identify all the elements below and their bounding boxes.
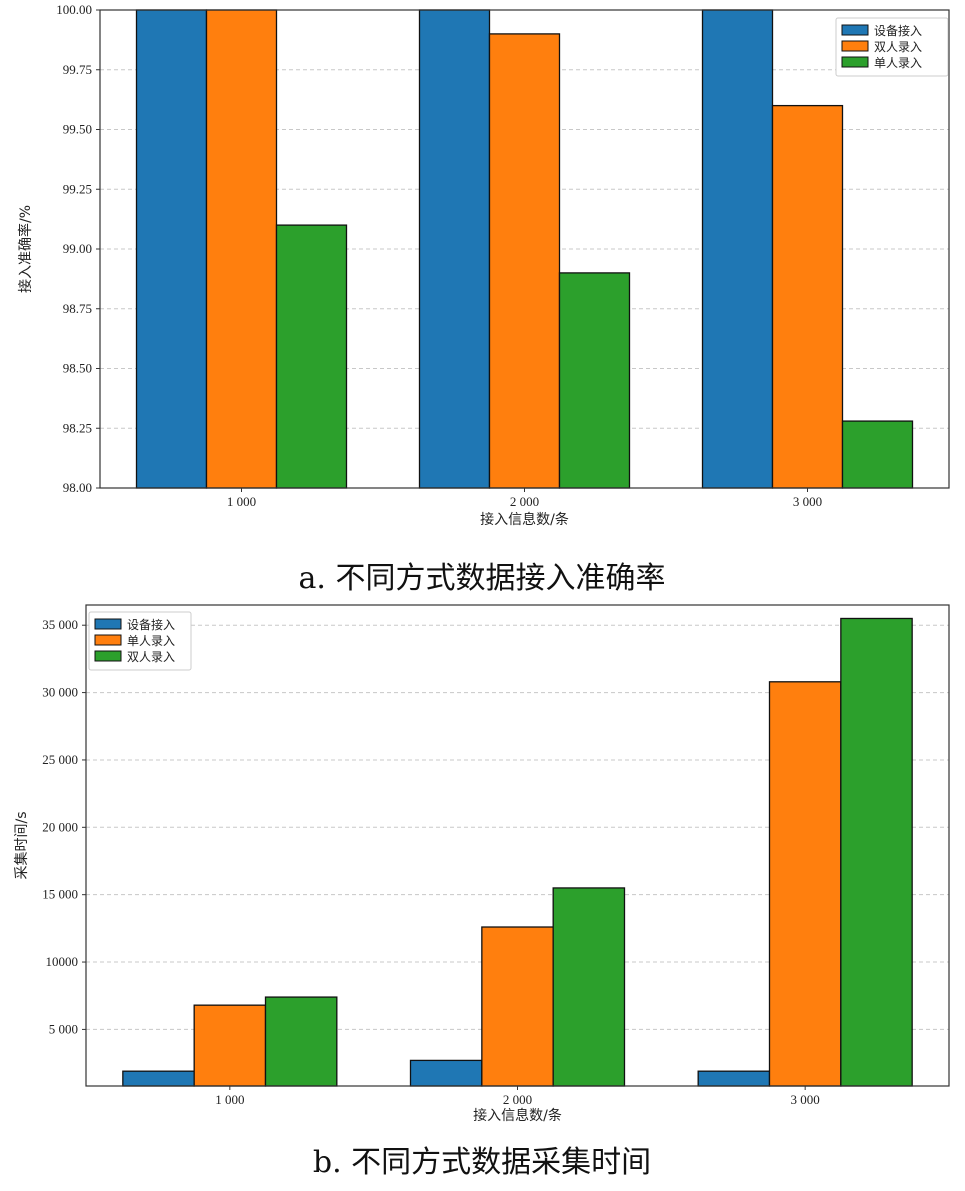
bar-单人录入-3000 [768, 681, 842, 1087]
chart-b-caption: b. 不同方式数据采集时间 [313, 1145, 651, 1180]
bar-单人录入-2000 [481, 926, 554, 1087]
y-tick-label: 99.00 [63, 241, 92, 256]
legend-swatch [94, 618, 122, 630]
chart-a-x-ticks: 1 000 2 000 3 000 [227, 488, 822, 509]
bar-单人录入-1000 [275, 224, 348, 489]
y-tick-label: 98.50 [63, 361, 92, 376]
chart-b-y-ticks: 5 000 10000 15 000 20 000 25 000 30 000 35 000 [42, 617, 86, 1036]
chart-b: 5 000 10000 15 000 20 000 25 000 30 000 35 000… [13, 604, 950, 1124]
chart-a-x-axis-label: 接入信息数/条 [480, 511, 569, 528]
bar-设备接入-2000 [409, 1059, 483, 1087]
chart-b-y-axis-label: 采集时间/s [13, 811, 30, 879]
y-tick-label: 35 000 [42, 617, 78, 632]
bar-设备接入-2000 [418, 9, 491, 489]
chart-a-y-axis-label: 接入准确率/% [17, 205, 34, 293]
y-tick-label: 5 000 [49, 1021, 78, 1036]
legend-swatch [841, 56, 869, 68]
bar-双人录入-2000 [552, 887, 626, 1087]
legend-label: 单人录入 [874, 56, 922, 70]
x-tick-label: 2 000 [510, 494, 539, 509]
y-tick-label: 99.75 [63, 62, 92, 77]
chart-a-caption: a. 不同方式数据接入准确率 [299, 561, 666, 596]
bar-设备接入-1000 [135, 9, 208, 489]
bar-单人录入-1000 [193, 1004, 267, 1087]
bar-双人录入-3000 [771, 104, 844, 489]
y-tick-label: 98.25 [63, 420, 92, 435]
bar-双人录入-1000 [264, 996, 338, 1087]
chart-b-bars [122, 617, 913, 1087]
legend-swatch [841, 24, 869, 36]
y-tick-label: 100.00 [56, 2, 92, 17]
y-tick-label: 15 000 [42, 887, 78, 902]
y-tick-label: 20 000 [42, 819, 78, 834]
bar-单人录入-3000 [841, 420, 914, 489]
legend-swatch [841, 40, 869, 52]
chart-b-x-axis-label: 接入信息数/条 [473, 1107, 562, 1124]
y-tick-label: 25 000 [42, 752, 78, 767]
y-tick-label: 98.75 [63, 301, 92, 316]
bar-设备接入-1000 [122, 1070, 195, 1087]
legend-swatch [94, 650, 122, 662]
bar-双人录入-2000 [488, 33, 561, 489]
chart-a: 98.00 98.25 98.50 98.75 99.00 99.25 99.50 99.75… [17, 2, 950, 528]
legend-label: 设备接入 [127, 617, 175, 632]
legend-swatch [94, 634, 122, 646]
legend-label: 单人录入 [127, 634, 175, 648]
chart-b-x-ticks: 1 000 2 000 3 000 [215, 1086, 820, 1107]
legend-label: 设备接入 [874, 23, 922, 38]
bar-单人录入-2000 [558, 272, 631, 489]
legend-label: 双人录入 [127, 650, 175, 664]
bar-设备接入-3000 [701, 9, 774, 489]
y-tick-label: 10000 [46, 954, 79, 969]
y-tick-label: 98.00 [63, 480, 92, 495]
bar-双人录入-1000 [205, 9, 278, 489]
x-tick-label: 1 000 [215, 1092, 244, 1107]
x-tick-label: 2 000 [503, 1092, 532, 1107]
bar-设备接入-3000 [697, 1070, 771, 1087]
x-tick-label: 1 000 [227, 494, 256, 509]
legend-label: 双人录入 [874, 40, 922, 54]
y-tick-label: 99.25 [63, 181, 92, 196]
chart-a-y-ticks: 98.00 98.25 98.50 98.75 99.00 99.25 99.50 99.75… [56, 2, 100, 495]
y-tick-label: 99.50 [63, 122, 92, 137]
chart-a-bars [135, 9, 914, 489]
bar-双人录入-3000 [840, 617, 913, 1087]
x-tick-label: 3 000 [793, 494, 822, 509]
y-tick-label: 30 000 [42, 685, 78, 700]
x-tick-label: 3 000 [791, 1092, 820, 1107]
